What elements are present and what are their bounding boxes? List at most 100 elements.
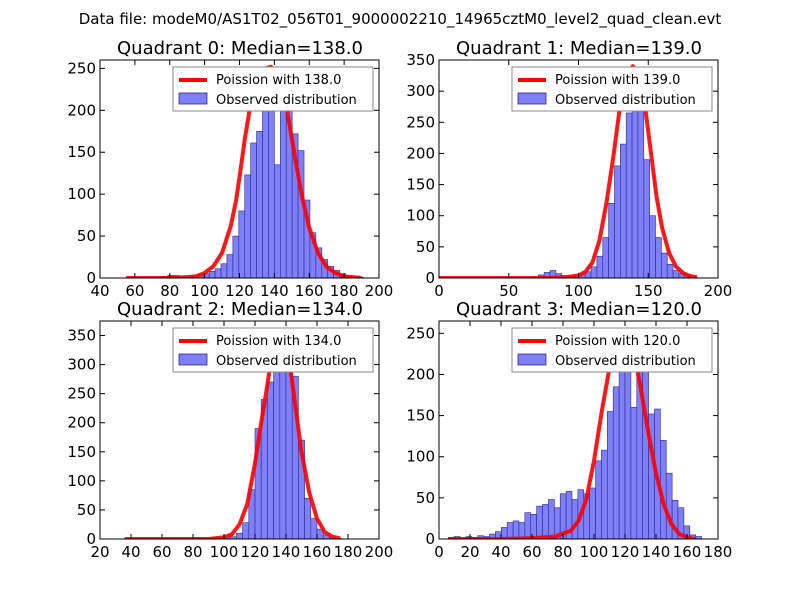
panel-title: Quadrant 1: Median=139.0 bbox=[456, 38, 702, 59]
x-tick-label: 80 bbox=[553, 543, 572, 561]
legend-label-observed: Observed distribution bbox=[555, 354, 696, 369]
histogram-bar bbox=[304, 498, 312, 539]
y-tick-label: 150 bbox=[406, 176, 435, 194]
histogram-bar bbox=[285, 364, 293, 539]
x-tick-label: 160 bbox=[303, 543, 332, 561]
x-tick-label: 80 bbox=[183, 543, 202, 561]
x-tick-label: 140 bbox=[260, 282, 289, 300]
legend: Poission with 138.0 Observed distribution bbox=[172, 66, 374, 112]
histogram-bar bbox=[695, 536, 702, 539]
histogram-bar bbox=[274, 164, 281, 278]
legend-label-poisson: Poission with 138.0 bbox=[216, 73, 341, 88]
x-tick-label: 180 bbox=[330, 282, 359, 300]
histogram-bar bbox=[542, 504, 549, 539]
histogram-bar bbox=[512, 520, 520, 539]
histogram-bar bbox=[236, 532, 243, 539]
axes-frame bbox=[438, 320, 719, 540]
x-tick-label: 150 bbox=[634, 282, 663, 300]
x-tick-label: 20 bbox=[90, 543, 109, 561]
y-tick-label: 250 bbox=[67, 385, 96, 403]
x-tick-label: 160 bbox=[295, 282, 324, 300]
x-tick-label: 20 bbox=[460, 543, 479, 561]
x-tick-label: 40 bbox=[491, 543, 510, 561]
x-tick-label: 120 bbox=[611, 543, 640, 561]
y-tick-label: 50 bbox=[77, 501, 96, 519]
legend-bar-swatch bbox=[517, 92, 547, 105]
histogram-bar bbox=[226, 254, 234, 278]
histogram-bar bbox=[214, 268, 222, 278]
histogram-bar bbox=[624, 359, 632, 539]
histogram-bar bbox=[524, 512, 532, 539]
y-tick-label: 250 bbox=[406, 113, 435, 131]
legend: Poission with 134.0 Observed distribution bbox=[172, 327, 374, 373]
histogram-bar bbox=[601, 449, 608, 539]
histogram-bar bbox=[256, 130, 263, 278]
x-tick-label: 60 bbox=[125, 282, 144, 300]
y-tick-label: 350 bbox=[67, 327, 96, 345]
histogram-bar bbox=[683, 525, 691, 539]
histogram-bar bbox=[625, 112, 633, 278]
legend-bar-swatch bbox=[517, 353, 547, 366]
histogram-bar bbox=[596, 255, 604, 278]
histogram-bar bbox=[220, 263, 228, 278]
axes-frame bbox=[99, 320, 380, 540]
x-tick-label: 160 bbox=[673, 543, 702, 561]
y-tick-label: 100 bbox=[67, 472, 96, 490]
histogram-bar bbox=[208, 270, 216, 278]
histogram-bar bbox=[666, 263, 674, 278]
legend-label-observed: Observed distribution bbox=[216, 354, 357, 369]
histogram-bar bbox=[649, 215, 656, 278]
y-tick-label: 0 bbox=[425, 530, 435, 548]
histogram-bar bbox=[232, 235, 240, 278]
histogram-bar bbox=[273, 364, 281, 539]
y-tick-label: 200 bbox=[67, 101, 96, 119]
y-tick-label: 350 bbox=[406, 51, 435, 69]
panel-title: Quadrant 0: Median=138.0 bbox=[117, 38, 363, 59]
x-tick-label: 100 bbox=[580, 543, 609, 561]
y-tick-label: 50 bbox=[416, 238, 435, 256]
x-tick-label: 140 bbox=[642, 543, 671, 561]
y-tick-label: 150 bbox=[67, 443, 96, 461]
x-tick-label: 180 bbox=[334, 543, 363, 561]
histogram-bar bbox=[589, 487, 596, 539]
histogram-bar bbox=[620, 143, 627, 278]
x-tick-label: 40 bbox=[121, 543, 140, 561]
histogram-bar bbox=[672, 270, 680, 278]
histogram-bar bbox=[614, 165, 621, 278]
histogram-bar bbox=[607, 411, 614, 539]
legend-label-observed: Observed distribution bbox=[555, 93, 696, 108]
histogram-bar bbox=[642, 353, 649, 539]
y-tick-label: 100 bbox=[406, 448, 435, 466]
histogram-bar bbox=[661, 252, 668, 278]
x-tick-label: 120 bbox=[241, 543, 270, 561]
legend-bar-swatch bbox=[178, 353, 208, 366]
legend-bar-swatch bbox=[178, 92, 208, 105]
x-tick-label: 140 bbox=[272, 543, 301, 561]
y-tick-label: 250 bbox=[67, 59, 96, 77]
legend-label-poisson: Poission with 120.0 bbox=[555, 334, 680, 349]
panel-quadrant-0: Quadrant 0: Median=138.0 40 60 80 100 120 140… bbox=[67, 38, 393, 300]
x-tick-label: 0 bbox=[434, 282, 444, 300]
legend: Poission with 139.0 Observed distribution bbox=[511, 66, 713, 112]
y-tick-label: 0 bbox=[86, 530, 96, 548]
x-tick-label: 100 bbox=[190, 282, 219, 300]
y-tick-label: 300 bbox=[406, 82, 435, 100]
x-tick-label: 180 bbox=[704, 543, 733, 561]
y-tick-label: 150 bbox=[406, 407, 435, 425]
panel-quadrant-3: Quadrant 3: Median=120.0 0 20 40 60 80 100 120… bbox=[406, 299, 732, 561]
histogram-bar bbox=[643, 159, 650, 278]
legend-label-observed: Observed distribution bbox=[216, 93, 357, 108]
x-tick-label: 80 bbox=[160, 282, 179, 300]
y-tick-label: 200 bbox=[67, 414, 96, 432]
legend-label-poisson: Poission with 134.0 bbox=[216, 334, 341, 349]
x-tick-label: 200 bbox=[365, 282, 394, 300]
y-tick-label: 150 bbox=[67, 143, 96, 161]
x-tick-label: 40 bbox=[90, 282, 109, 300]
histogram-bar bbox=[548, 499, 555, 539]
x-tick-label: 100 bbox=[210, 543, 239, 561]
y-tick-label: 0 bbox=[425, 269, 435, 287]
histogram-bar bbox=[244, 174, 251, 278]
y-tick-label: 100 bbox=[67, 185, 96, 203]
y-tick-label: 200 bbox=[406, 144, 435, 162]
